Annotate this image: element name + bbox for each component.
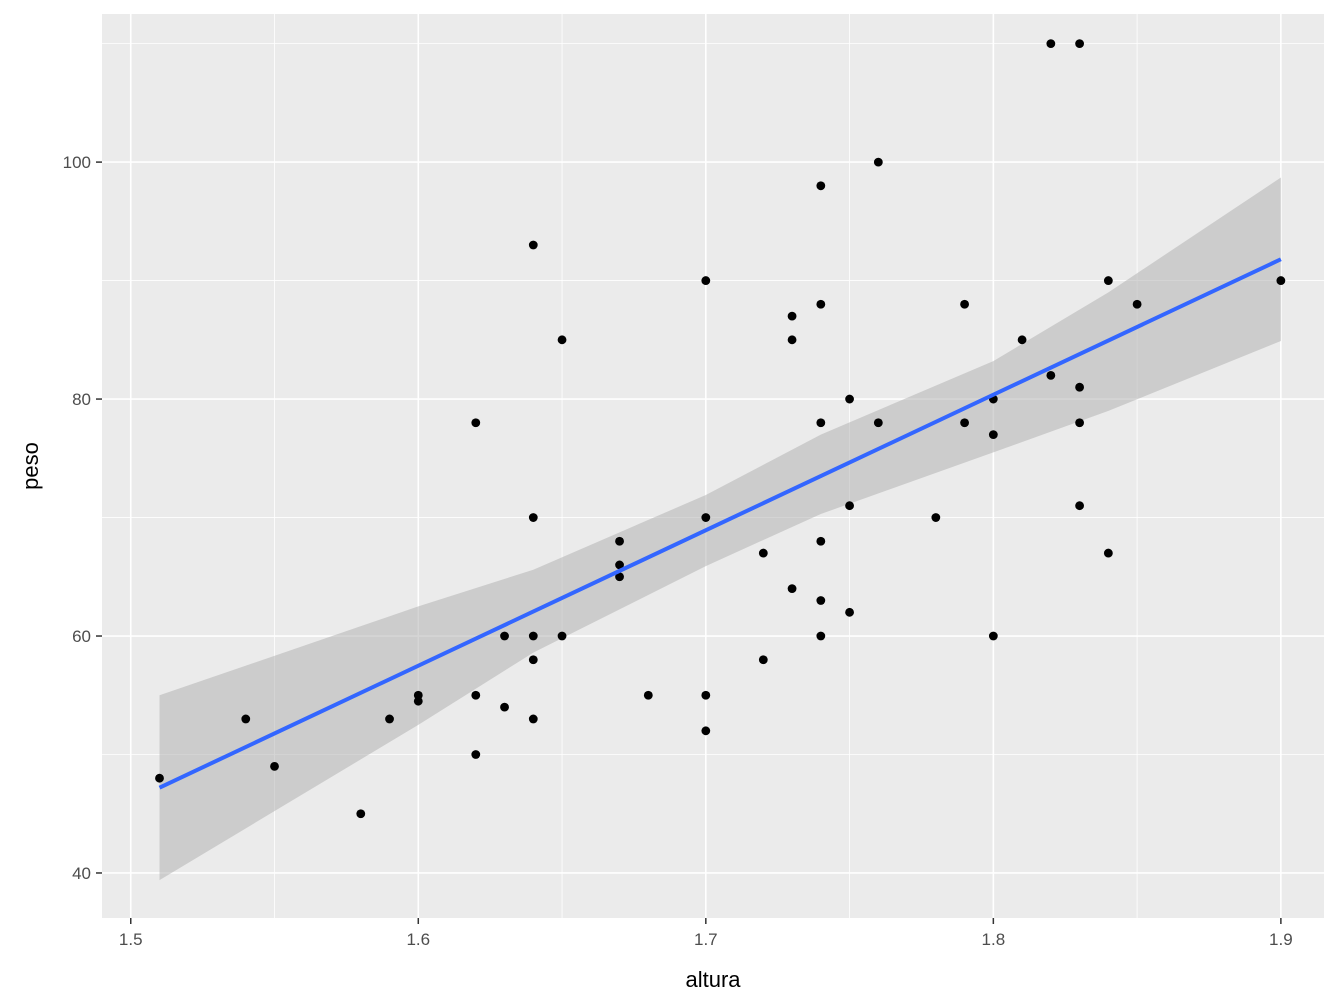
data-point xyxy=(701,690,711,700)
data-point xyxy=(270,761,279,771)
data-point xyxy=(155,773,164,783)
y-axis: 40 60 80 100 xyxy=(63,153,102,883)
data-point xyxy=(816,631,826,641)
data-point xyxy=(787,584,797,594)
data-point xyxy=(960,299,969,309)
data-point xyxy=(1046,39,1056,49)
confidence-band xyxy=(159,177,1281,881)
y-tick-label: 60 xyxy=(72,627,91,646)
data-point xyxy=(1017,335,1027,345)
x-tick-label: 1.5 xyxy=(119,930,143,949)
data-point xyxy=(873,157,883,167)
data-point xyxy=(500,631,509,641)
data-point xyxy=(615,572,624,582)
data-point xyxy=(471,690,481,700)
data-point xyxy=(528,240,538,250)
data-point xyxy=(385,714,394,724)
data-point xyxy=(931,513,941,522)
data-point xyxy=(1103,276,1113,285)
y-axis-title: peso xyxy=(18,442,43,490)
data-point xyxy=(1132,299,1142,309)
data-point xyxy=(500,702,509,712)
data-point xyxy=(1075,39,1084,49)
x-axis: 1.5 1.6 1.7 1.8 1.9 xyxy=(119,918,1293,949)
data-point xyxy=(557,631,567,641)
data-point xyxy=(615,536,624,546)
data-point xyxy=(471,750,481,759)
data-point xyxy=(845,607,854,617)
data-point xyxy=(701,276,711,285)
data-point xyxy=(643,690,653,700)
data-point xyxy=(1075,418,1084,428)
confidence-band-group xyxy=(159,177,1281,881)
y-tick-label: 80 xyxy=(72,390,91,409)
fit-line-group xyxy=(158,257,1282,790)
data-point xyxy=(787,311,797,321)
fit-line xyxy=(158,257,1282,790)
data-point xyxy=(988,430,998,440)
data-points xyxy=(155,39,1286,819)
data-point xyxy=(816,181,826,191)
data-point xyxy=(960,418,969,428)
data-point xyxy=(816,596,826,605)
data-point xyxy=(988,631,998,641)
data-point xyxy=(873,418,883,428)
data-point xyxy=(1276,276,1286,285)
data-point xyxy=(471,418,481,428)
data-point xyxy=(1075,501,1084,511)
data-point xyxy=(557,335,567,345)
data-point xyxy=(1103,548,1113,558)
data-point xyxy=(758,655,768,665)
x-tick-label: 1.9 xyxy=(1269,930,1293,949)
data-point xyxy=(845,501,854,511)
data-point xyxy=(1046,370,1056,380)
x-axis-title: altura xyxy=(685,967,741,992)
data-point xyxy=(787,335,797,345)
data-point xyxy=(528,714,538,724)
data-point xyxy=(701,726,711,736)
x-tick-label: 1.8 xyxy=(982,930,1006,949)
data-point xyxy=(528,513,538,522)
data-point xyxy=(758,548,768,558)
data-point xyxy=(701,513,711,522)
y-tick-label: 40 xyxy=(72,864,91,883)
data-point xyxy=(241,714,251,724)
data-point xyxy=(1075,382,1084,392)
data-point xyxy=(528,631,538,641)
data-point xyxy=(816,418,826,428)
data-point xyxy=(615,560,624,570)
data-point xyxy=(356,809,366,819)
data-point xyxy=(816,299,826,309)
x-tick-label: 1.7 xyxy=(694,930,718,949)
data-point xyxy=(528,655,538,665)
data-point xyxy=(413,696,423,706)
data-point xyxy=(816,536,826,546)
y-tick-label: 100 xyxy=(63,153,91,172)
x-tick-label: 1.6 xyxy=(406,930,430,949)
data-point xyxy=(845,394,854,404)
